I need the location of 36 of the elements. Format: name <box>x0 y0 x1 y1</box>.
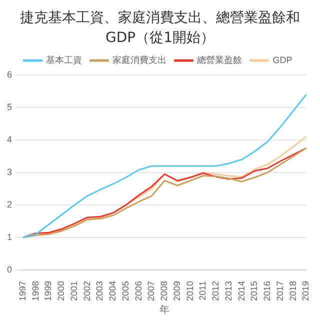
x-tick-label: 2013 <box>223 280 234 302</box>
x-tick-label: 1997 <box>17 280 28 302</box>
y-tick-label: 6 <box>6 69 12 80</box>
y-tick-label: 2 <box>6 199 12 210</box>
x-tick-label: 2019 <box>300 280 311 302</box>
legend-label: 家庭消費支出 <box>112 54 167 65</box>
x-tick-label: 2018 <box>288 280 298 302</box>
y-tick-label: 5 <box>6 102 12 112</box>
x-tick-label: 2008 <box>159 280 170 302</box>
x-tick-label: 2015 <box>249 280 260 302</box>
x-tick-label: 2001 <box>68 280 79 302</box>
x-tick-label: 2009 <box>172 280 182 302</box>
y-tick-label: 3 <box>6 166 12 177</box>
x-axis-title: 年 <box>160 304 170 316</box>
y-tick-label: 4 <box>6 134 12 144</box>
x-tick-label: 2003 <box>94 280 105 302</box>
x-tick-label: 2004 <box>108 280 118 302</box>
x-tick-label: 2010 <box>184 280 195 302</box>
legend-label: GDP <box>272 54 292 65</box>
x-tick-label: 2007 <box>146 280 156 302</box>
y-tick-label: 0 <box>6 264 12 274</box>
y-tick-label: 1 <box>6 232 12 242</box>
legend-label: 基本工資 <box>46 54 82 65</box>
x-tick-label: 2012 <box>210 280 221 302</box>
x-tick-label: 2005 <box>120 280 130 302</box>
x-tick-label: 2016 <box>262 280 272 302</box>
chart-title: 捷克基本工資、家庭消費支出、總營業盈餘和GDP（從1開始） <box>19 9 301 48</box>
x-tick-label: 1998 <box>30 280 40 302</box>
x-tick-label: 2017 <box>274 280 285 302</box>
x-tick-label: 2011 <box>198 280 208 300</box>
x-tick-label: 2002 <box>82 280 92 302</box>
x-tick-label: 2000 <box>56 280 66 302</box>
x-tick-label: 2006 <box>133 280 144 302</box>
x-tick-label: 2014 <box>236 280 246 302</box>
x-tick-label: 1999 <box>43 280 54 302</box>
legend-label: 總營業盈餘 <box>196 54 242 65</box>
